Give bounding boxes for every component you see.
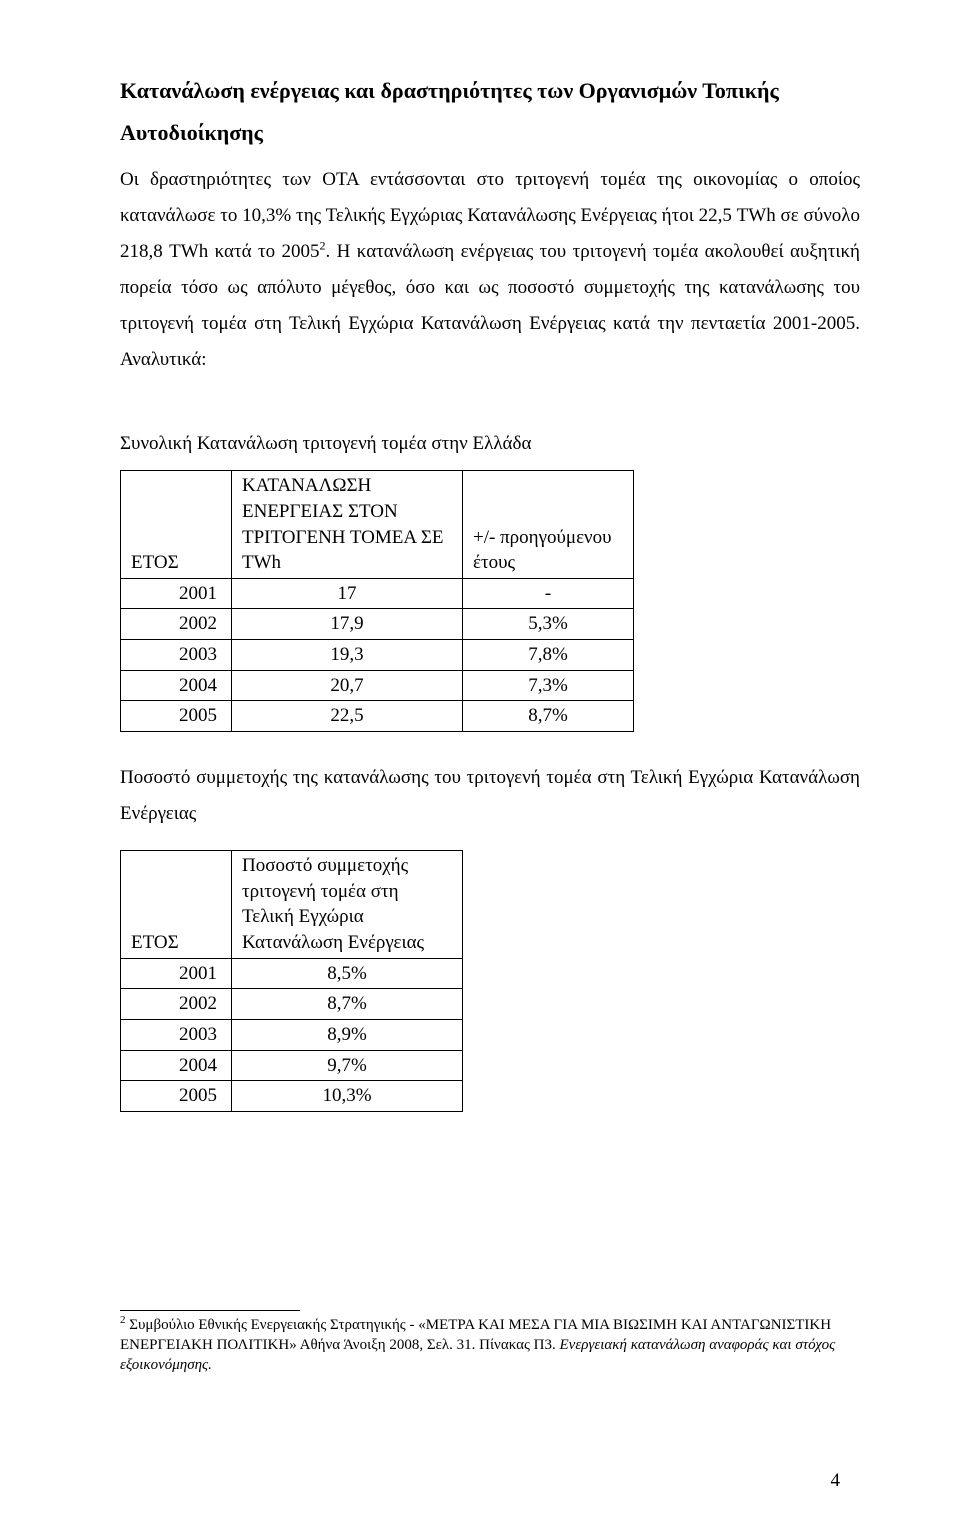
table1-caption: Συνολική Κατανάλωση τριτογενή τομέα στην… — [120, 426, 860, 462]
footnote-2: 2 Συμβούλιο Εθνικής Ενεργειακής Στρατηγι… — [120, 1313, 860, 1376]
cell-year: 2004 — [121, 1050, 232, 1081]
cell-delta: - — [463, 578, 634, 609]
table-2: ΕΤΟΣ Ποσοστό συμμετοχής τριτογενή τομέα … — [120, 850, 463, 1112]
table-row: 2001 17 - — [121, 578, 634, 609]
page: Κατανάλωση ενέργειας και δραστηριότητες … — [0, 0, 960, 1532]
cell-value: 8,7% — [232, 989, 463, 1020]
page-number: 4 — [831, 1470, 841, 1492]
table1-header-value: ΚΑΤΑΝΑΛΩΣΗ ΕΝΕΡΓΕΙΑΣ ΣΤΟΝ ΤΡΙΤΟΓΕΝΗ ΤΟΜΕ… — [232, 471, 463, 579]
cell-year: 2005 — [121, 1081, 232, 1112]
cell-year: 2004 — [121, 670, 232, 701]
table1-header-year: ΕΤΟΣ — [121, 471, 232, 579]
cell-year: 2001 — [121, 958, 232, 989]
table1-header-delta: +/- προηγούμενου έτους — [463, 471, 634, 579]
cell-year: 2003 — [121, 640, 232, 671]
cell-year: 2001 — [121, 578, 232, 609]
section-title: Κατανάλωση ενέργειας και δραστηριότητες … — [120, 70, 860, 154]
cell-delta: 7,3% — [463, 670, 634, 701]
cell-value: 17 — [232, 578, 463, 609]
table-row: 2003 19,3 7,8% — [121, 640, 634, 671]
cell-value: 20,7 — [232, 670, 463, 701]
cell-value: 22,5 — [232, 701, 463, 732]
cell-value: 19,3 — [232, 640, 463, 671]
table-row: ΕΤΟΣ Ποσοστό συμμετοχής τριτογενή τομέα … — [121, 851, 463, 959]
table-row: 2004 20,7 7,3% — [121, 670, 634, 701]
cell-year: 2002 — [121, 989, 232, 1020]
table-row: 2002 8,7% — [121, 989, 463, 1020]
cell-year: 2005 — [121, 701, 232, 732]
cell-delta: 8,7% — [463, 701, 634, 732]
cell-year: 2003 — [121, 1020, 232, 1051]
cell-value: 10,3% — [232, 1081, 463, 1112]
cell-value: 9,7% — [232, 1050, 463, 1081]
table-row: 2005 10,3% — [121, 1081, 463, 1112]
table2-header-year: ΕΤΟΣ — [121, 851, 232, 959]
cell-delta: 5,3% — [463, 609, 634, 640]
table2-header-value: Ποσοστό συμμετοχής τριτογενή τομέα στη Τ… — [232, 851, 463, 959]
table-1: ΕΤΟΣ ΚΑΤΑΝΑΛΩΣΗ ΕΝΕΡΓΕΙΑΣ ΣΤΟΝ ΤΡΙΤΟΓΕΝΗ… — [120, 470, 634, 732]
cell-year: 2002 — [121, 609, 232, 640]
cell-value: 17,9 — [232, 609, 463, 640]
paragraph-between-tables: Ποσοστό συμμετοχής της κατανάλωσης του τ… — [120, 760, 860, 832]
table-row: 2004 9,7% — [121, 1050, 463, 1081]
table-row: 2002 17,9 5,3% — [121, 609, 634, 640]
intro-paragraph: Οι δραστηριότητες των ΟΤΑ εντάσσονται στ… — [120, 162, 860, 379]
cell-delta: 7,8% — [463, 640, 634, 671]
table-row: 2001 8,5% — [121, 958, 463, 989]
table-row: 2003 8,9% — [121, 1020, 463, 1051]
footnote-rule — [120, 1310, 300, 1311]
cell-value: 8,5% — [232, 958, 463, 989]
spacer — [120, 1140, 860, 1310]
table-row: ΕΤΟΣ ΚΑΤΑΝΑΛΩΣΗ ΕΝΕΡΓΕΙΑΣ ΣΤΟΝ ΤΡΙΤΟΓΕΝΗ… — [121, 471, 634, 579]
table-row: 2005 22,5 8,7% — [121, 701, 634, 732]
cell-value: 8,9% — [232, 1020, 463, 1051]
